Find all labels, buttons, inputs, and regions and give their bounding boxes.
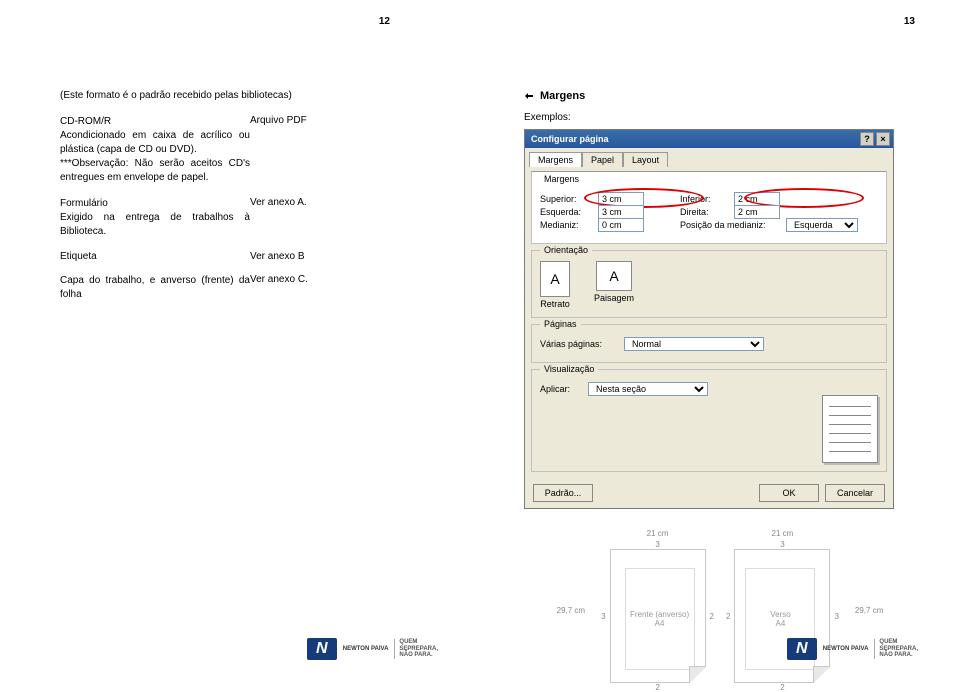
inferior-input[interactable] <box>734 192 780 206</box>
sheet-back: 21 cm 3 2 VersoA4 3 2 <box>726 529 839 692</box>
posmed-label: Posição da medianiz: <box>680 220 780 230</box>
orient-retrato[interactable]: A Retrato <box>540 261 570 309</box>
close-button[interactable]: × <box>876 132 890 146</box>
row2-col-a: Etiqueta <box>60 251 250 262</box>
logo-brand: NEWTON PAIVA <box>343 646 389 652</box>
direita-label: Direita: <box>680 207 728 217</box>
tab-layout[interactable]: Layout <box>623 152 668 167</box>
logo-slogan: QUEM SEPREPARA, NÃO PARA. <box>874 639 918 659</box>
medianiz-label: Medianiz: <box>540 220 592 230</box>
row3-col-a: Capa do trabalho, e anverso (frente) da … <box>60 274 250 302</box>
page-number-left: 12 <box>379 16 390 27</box>
help-button[interactable]: ? <box>860 132 874 146</box>
table-row: CD-ROM/R Acondicionado em caixa de acríl… <box>60 115 440 185</box>
logo-icon: N <box>307 638 337 660</box>
logo-slogan: QUEM SEPREPARA, NÃO PARA. <box>394 639 438 659</box>
cancelar-button[interactable]: Cancelar <box>825 484 885 502</box>
group-orient-title: Orientação <box>540 245 592 255</box>
ok-button[interactable]: OK <box>759 484 819 502</box>
exemplos-label: Exemplos: <box>524 112 916 123</box>
margin-diagram: 29,7 cm 21 cm 3 3 Frente (anverso)A4 2 2… <box>524 529 916 692</box>
inferior-label: Inferior: <box>680 194 728 204</box>
sheet-front: 21 cm 3 3 Frente (anverso)A4 2 2 <box>601 529 714 692</box>
margens-heading: Margens <box>524 90 916 102</box>
direita-input[interactable] <box>734 205 780 219</box>
hand-icon <box>524 91 534 101</box>
left-content: (Este formato é o padrão recebido pelas … <box>60 90 440 302</box>
medianiz-input[interactable] <box>598 218 644 232</box>
logo-icon: N <box>787 638 817 660</box>
group-orientacao: Orientação A Retrato A Paisagem <box>531 250 887 318</box>
group-margens: Margens Superior: Inferior: Esquerda: Di… <box>531 171 887 244</box>
superior-input[interactable] <box>598 192 644 206</box>
dialog-titlebar: Configurar página ? × <box>525 130 893 148</box>
group-visualizacao: Visualização Aplicar: Nesta seção <box>531 369 887 472</box>
tab-margens[interactable]: Margens <box>529 152 582 167</box>
page-right: 13 Margens Exemplos: Configurar página ?… <box>480 0 960 674</box>
dim-height-right: 29,7 cm <box>855 606 883 615</box>
row0-col-b: Arquivo PDF <box>250 115 440 185</box>
superior-label: Superior: <box>540 194 592 204</box>
row3-col-b: Ver anexo C. <box>250 274 440 302</box>
row2-col-b: Ver anexo B <box>250 251 440 262</box>
preview-icon <box>822 395 878 463</box>
table-row: Formulário Exigido na entrega de trabalh… <box>60 197 440 239</box>
esquerda-input[interactable] <box>598 205 644 219</box>
esquerda-label: Esquerda: <box>540 207 592 217</box>
orient-paisagem[interactable]: A Paisagem <box>594 261 634 309</box>
row1-col-b: Ver anexo A. <box>250 197 440 239</box>
group-paginas: Páginas Várias páginas: Normal <box>531 324 887 363</box>
group-paginas-title: Páginas <box>540 319 581 329</box>
posmed-select[interactable]: Esquerda <box>786 218 858 232</box>
page-left: 12 (Este formato é o padrão recebido pel… <box>0 0 480 674</box>
dialog-tabs: Margens Papel Layout <box>525 148 893 167</box>
row1-col-a: Formulário Exigido na entrega de trabalh… <box>60 197 250 239</box>
aplicar-select[interactable]: Nesta seção <box>588 382 708 396</box>
footer-logo-right: N NEWTON PAIVA QUEM SEPREPARA, NÃO PARA. <box>787 638 918 660</box>
row0-col-a: CD-ROM/R Acondicionado em caixa de acríl… <box>60 115 250 185</box>
logo-brand: NEWTON PAIVA <box>823 646 869 652</box>
table-row: Capa do trabalho, e anverso (frente) da … <box>60 274 440 302</box>
table-row: Etiqueta Ver anexo B <box>60 251 440 262</box>
page-number-right: 13 <box>904 16 915 27</box>
aplicar-label: Aplicar: <box>540 384 582 394</box>
dialog-title: Configurar página <box>531 134 609 144</box>
tab-papel[interactable]: Papel <box>582 152 623 167</box>
footer-logo-left: N NEWTON PAIVA QUEM SEPREPARA, NÃO PARA. <box>307 638 438 660</box>
varias-label: Várias páginas: <box>540 339 618 349</box>
page-setup-dialog: Configurar página ? × Margens Papel Layo… <box>524 129 894 509</box>
group-margens-title: Margens <box>540 174 583 184</box>
dim-height-left: 29,7 cm <box>557 606 585 615</box>
intro-text: (Este formato é o padrão recebido pelas … <box>60 90 440 101</box>
varias-select[interactable]: Normal <box>624 337 764 351</box>
landscape-icon: A <box>596 261 632 291</box>
padrao-button[interactable]: Padrão... <box>533 484 593 502</box>
group-vis-title: Visualização <box>540 364 598 374</box>
portrait-icon: A <box>540 261 570 297</box>
